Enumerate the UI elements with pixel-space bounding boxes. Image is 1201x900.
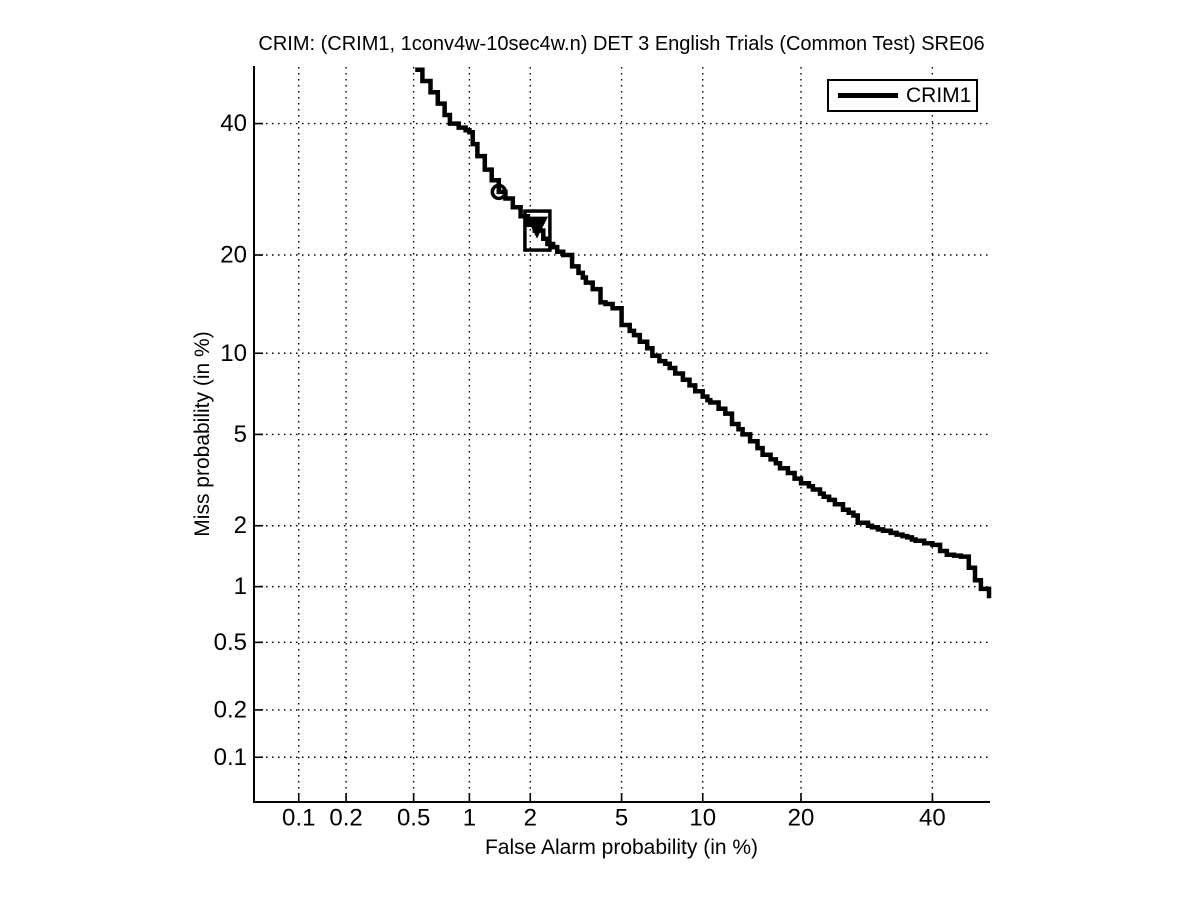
x-tick-label: 0.2 [329,805,362,832]
y-tick-label: 40 [220,110,247,137]
gridlines [254,67,989,802]
x-tick-label: 10 [689,805,716,832]
legend-line-sample [838,93,898,98]
x-tick-label: 20 [788,805,815,832]
y-tick-label: 20 [220,241,247,268]
tick-marks [254,122,934,802]
y-tick-label: 1 [234,573,247,600]
y-tick-labels: 0.1 0.2 0.5 1 2 5 10 20 40 [214,110,247,771]
det-curve-crim1 [415,67,992,599]
y-tick-label: 0.5 [214,629,247,656]
x-tick-labels: 0.1 0.2 0.5 1 2 5 10 20 40 [282,805,946,832]
min-dcf-point-marker [490,183,508,201]
x-tick-label: 5 [615,805,628,832]
x-tick-label: 1 [463,805,476,832]
decision-point-box-marker [523,209,552,252]
y-tick-label: 0.1 [214,744,247,771]
actual-decision-point-marker [525,216,548,239]
x-tick-label: 0.5 [397,805,430,832]
axes [253,66,990,803]
legend-series-label: CRIM1 [906,84,972,107]
y-tick-label: 10 [220,340,247,367]
x-tick-label: 2 [524,805,537,832]
y-tick-label: 0.2 [214,696,247,723]
x-tick-label: 0.1 [282,805,315,832]
chart-title: CRIM: (CRIM1, 1conv4w-10sec4w.n) DET 3 E… [258,33,985,55]
y-tick-label: 5 [234,421,247,448]
x-tick-label: 40 [919,805,946,832]
y-tick-label: 2 [234,512,247,539]
y-axis-label: Miss probability (in %) [191,331,214,537]
legend: CRIM1 [827,79,978,112]
x-axis-label: False Alarm probability (in %) [484,836,759,859]
